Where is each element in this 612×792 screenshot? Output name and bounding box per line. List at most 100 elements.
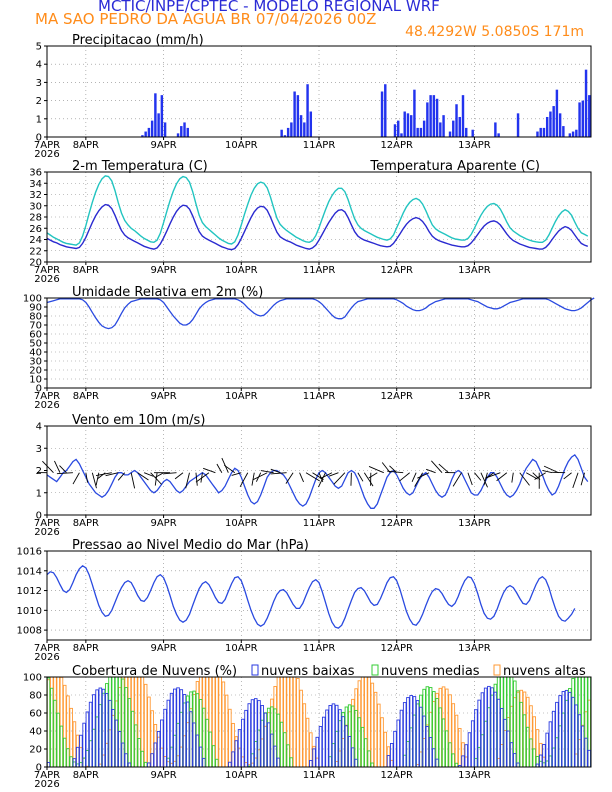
cloud-low-bar xyxy=(399,709,404,768)
x-tick-label: 7APR xyxy=(34,391,60,402)
temp-line xyxy=(46,203,589,251)
cloud-mid-bar xyxy=(289,757,294,768)
wind-barb xyxy=(411,472,417,483)
y-tick-label: 0 xyxy=(36,384,42,395)
wind-barb xyxy=(368,472,378,479)
cloud-low-bar xyxy=(318,726,323,768)
cloud-low-bar xyxy=(276,757,281,768)
cloud-mid-bar xyxy=(522,714,527,768)
precip-bar xyxy=(157,113,160,137)
y-tick-label: 100 xyxy=(23,294,42,305)
cloud-high-bar xyxy=(383,731,388,768)
cloud-mid-bar xyxy=(370,762,375,768)
cloud-low-bar xyxy=(577,714,582,768)
x-tick-label: 10APR xyxy=(225,770,258,781)
cloud-low-bar xyxy=(506,730,511,768)
cloud-low-bar xyxy=(334,704,339,768)
precip-bar xyxy=(413,89,416,137)
cloud-low-bar xyxy=(185,701,190,768)
wind-barb xyxy=(56,472,73,475)
cloud-low-bar xyxy=(461,755,465,768)
pressure-line xyxy=(46,564,576,629)
precip-bar xyxy=(293,91,296,137)
x-tick-label: 13APR xyxy=(458,643,491,654)
wind-barb xyxy=(239,472,249,487)
precip-bar xyxy=(588,95,591,137)
wind-barb xyxy=(163,472,177,475)
precip-bar xyxy=(452,120,455,137)
x-tick-label: 13APR xyxy=(458,265,491,276)
x-year-label: 2026 xyxy=(34,400,59,411)
precip-bar xyxy=(403,111,406,137)
y-tick-label: 32 xyxy=(29,190,42,201)
cloud-low-bar xyxy=(555,701,559,768)
cloud-low-bar xyxy=(545,732,549,768)
precip-bar xyxy=(461,95,465,137)
cloud-low-bar xyxy=(189,711,193,768)
x-tick-label: 12APR xyxy=(380,770,413,781)
precip-bar xyxy=(542,127,546,137)
cloud-low-bar xyxy=(95,689,99,768)
cloud-low-bar xyxy=(98,687,103,768)
precip-bar xyxy=(552,106,555,137)
cloud-low-bar xyxy=(173,688,177,768)
x-tick-label: 12APR xyxy=(380,265,413,276)
cloud-low-bar xyxy=(571,696,575,768)
y-tick-label: 3 xyxy=(36,444,42,455)
y-tick-label: 1010 xyxy=(17,606,42,617)
humidity-line xyxy=(46,297,595,330)
cloud-low-bar xyxy=(432,748,436,768)
precip-bar xyxy=(562,126,565,137)
cloud-high-bar xyxy=(457,728,462,768)
cloud-low-bar xyxy=(150,753,154,768)
y-tick-label: 1 xyxy=(36,488,42,499)
cloud-low-bar xyxy=(470,720,475,768)
cloud-mid-bar xyxy=(451,753,456,768)
cloud-low-bar xyxy=(160,719,164,768)
x-tick-label: 11APR xyxy=(303,643,336,654)
precip-bar xyxy=(549,111,552,137)
precip-bar xyxy=(409,115,413,137)
cloud-low-bar xyxy=(581,725,585,768)
y-tick-label: 24 xyxy=(29,235,42,246)
precip-bar xyxy=(286,127,290,137)
x-tick-label: 7APR xyxy=(34,643,60,654)
cloud-mid-bar xyxy=(208,731,213,768)
precip-bar xyxy=(303,122,306,137)
panel-title: 2-m Temperatura (C) xyxy=(72,159,208,174)
cloud-low-bar xyxy=(195,734,200,768)
precip-bar xyxy=(545,116,549,137)
cloud-low-bar xyxy=(250,699,255,768)
cloud-low-bar xyxy=(315,736,320,768)
cloud-low-bar xyxy=(386,755,391,768)
y-tick-label: 70 xyxy=(29,321,42,332)
precip-bar xyxy=(309,111,313,137)
wind-barb xyxy=(203,467,216,474)
wind-barb xyxy=(328,472,339,477)
cloud-low-bar xyxy=(312,748,316,768)
y-tick-label: 5 xyxy=(36,42,42,53)
cloud-mid-bar xyxy=(130,710,135,768)
x-tick-label: 7APR xyxy=(34,140,60,151)
cloud-low-bar xyxy=(266,722,271,768)
cloud-high-bar xyxy=(292,676,297,768)
precip-bar xyxy=(458,116,461,137)
cloud-low-bar xyxy=(166,699,171,768)
wind-speed-line xyxy=(46,454,589,509)
wind-barb xyxy=(414,472,424,487)
cloud-low-bar xyxy=(328,705,333,768)
cloud-high-bar xyxy=(289,676,294,768)
precip-bar xyxy=(516,113,520,137)
cloud-mid-bar xyxy=(357,717,362,768)
x-tick-label: 8APR xyxy=(73,140,99,151)
cloud-mid-bar xyxy=(283,732,287,768)
precip-bar xyxy=(306,84,309,137)
precip-bar xyxy=(406,113,410,137)
precip-bar xyxy=(150,120,154,137)
y-tick-label: 1014 xyxy=(17,566,42,577)
cloud-low-bar xyxy=(92,694,96,768)
wind-barb xyxy=(452,472,462,487)
wind-barb xyxy=(426,468,436,474)
wind-barb xyxy=(387,470,404,474)
cloud-mid-bar xyxy=(445,730,449,768)
